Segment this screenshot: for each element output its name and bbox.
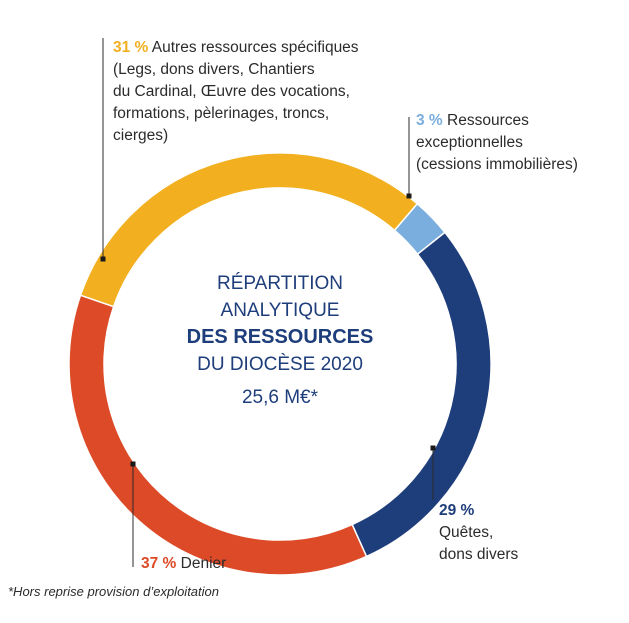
text-exceptionnelles-1: Ressources	[447, 112, 529, 129]
text-exceptionnelles-2: exceptionnelles	[416, 134, 523, 151]
leader-marker-exceptionnelles	[406, 193, 412, 199]
slice-denier	[68, 294, 368, 576]
total-value: 25,6 M€*	[241, 387, 319, 408]
label-autres: 31 % Autres ressources spécifiques (Legs…	[113, 37, 359, 147]
label-exceptionnelles: 3 % Ressources exceptionnelles (cessions…	[416, 110, 578, 176]
title-line-3: DES RESSOURCES	[186, 326, 374, 348]
text-autres-2: (Legs, dons divers, Chantiers	[113, 61, 315, 78]
text-quetes-1: Quêtes,	[439, 524, 494, 541]
pct-quetes: 29 %	[439, 502, 475, 519]
label-denier: 37 % Denier	[141, 553, 226, 575]
leader-marker-quetes	[430, 445, 436, 451]
text-denier: Denier	[180, 555, 227, 572]
text-autres-1: Autres ressources spécifiques	[151, 39, 359, 56]
chart-title: RÉPARTITION ANALYTIQUE DES RESSOURCES DU…	[170, 270, 390, 411]
text-exceptionnelles-3: (cessions immobilières)	[416, 156, 578, 173]
text-autres-4: formations, pèlerinages, troncs,	[113, 105, 330, 122]
text-autres-5: cierges)	[113, 127, 169, 144]
title-line-1: RÉPARTITION	[217, 273, 343, 294]
label-quetes: 29 % Quêtes, dons divers	[439, 500, 518, 566]
text-autres-3: du Cardinal, Œuvre des vocations,	[113, 83, 350, 100]
footnote: *Hors reprise provision d’exploitation	[8, 584, 219, 599]
text-quetes-2: dons divers	[439, 546, 519, 563]
pct-denier: 37 %	[141, 555, 177, 572]
title-line-4: DU DIOCÈSE 2020	[197, 354, 363, 375]
leader-marker-autres	[100, 256, 106, 262]
pct-exceptionnelles: 3 %	[416, 112, 443, 129]
title-line-2: ANALYTIQUE	[220, 300, 340, 321]
pct-autres: 31 %	[113, 39, 149, 56]
leader-marker-denier	[130, 461, 136, 467]
